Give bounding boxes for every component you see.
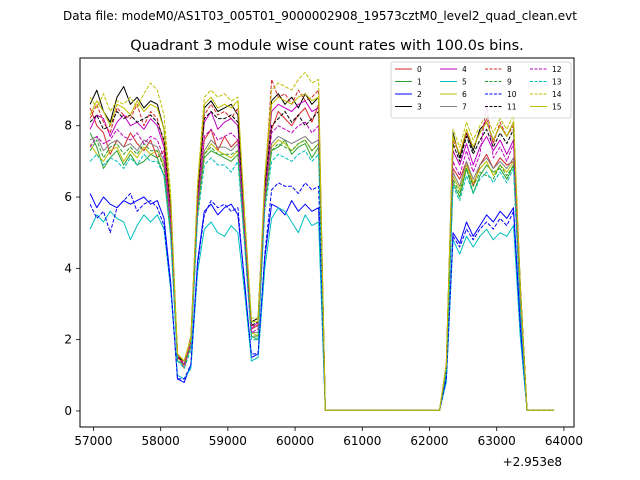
legend-label-7: 7 [462, 103, 467, 112]
series-line-13 [89, 150, 554, 411]
legend-box [390, 61, 572, 119]
series-line-10 [89, 182, 554, 411]
legend-label-4: 4 [462, 65, 467, 74]
legend-label-15: 15 [552, 103, 562, 112]
x-tick-label: 60000 [276, 434, 314, 448]
legend-label-9: 9 [507, 78, 512, 87]
x-offset-label: +2.953e8 [503, 455, 562, 469]
y-tick-label: 6 [64, 190, 72, 204]
legend-label-11: 11 [507, 103, 517, 112]
legend-label-10: 10 [507, 90, 517, 99]
x-tick-label: 57000 [74, 434, 112, 448]
legend-label-2: 2 [417, 90, 422, 99]
chart-title: Quadrant 3 module wise count rates with … [130, 38, 524, 54]
x-tick-label: 59000 [209, 434, 247, 448]
legend-label-5: 5 [462, 78, 467, 87]
x-axis: 57000 58000 59000 60000 61000 62000 63000 64000 [74, 427, 583, 448]
series-line-15 [89, 93, 554, 411]
y-tick-label: 4 [64, 261, 72, 275]
legend-label-8: 8 [507, 65, 512, 74]
x-tick-label: 62000 [410, 434, 448, 448]
legend-label-13: 13 [552, 78, 562, 87]
legend-label-1: 1 [417, 78, 422, 87]
legend-label-6: 6 [462, 90, 467, 99]
legend-label-0: 0 [417, 65, 422, 74]
y-axis: 0 2 4 6 8 [64, 119, 80, 418]
x-tick-label: 63000 [478, 434, 516, 448]
x-tick-label: 58000 [142, 434, 180, 448]
x-tick-label: 61000 [343, 434, 381, 448]
series-layer [89, 71, 554, 411]
y-tick-label: 0 [64, 404, 72, 418]
legend-label-3: 3 [417, 103, 422, 112]
y-tick-label: 8 [64, 119, 72, 133]
x-tick-label: 64000 [545, 434, 583, 448]
legend-label-12: 12 [552, 65, 562, 74]
chart-suptitle: Data file: modeM0/AS1T03_005T01_90000029… [63, 9, 577, 23]
plot-frame [79, 57, 575, 428]
y-tick-label: 2 [64, 333, 72, 347]
legend-label-14: 14 [552, 90, 562, 99]
